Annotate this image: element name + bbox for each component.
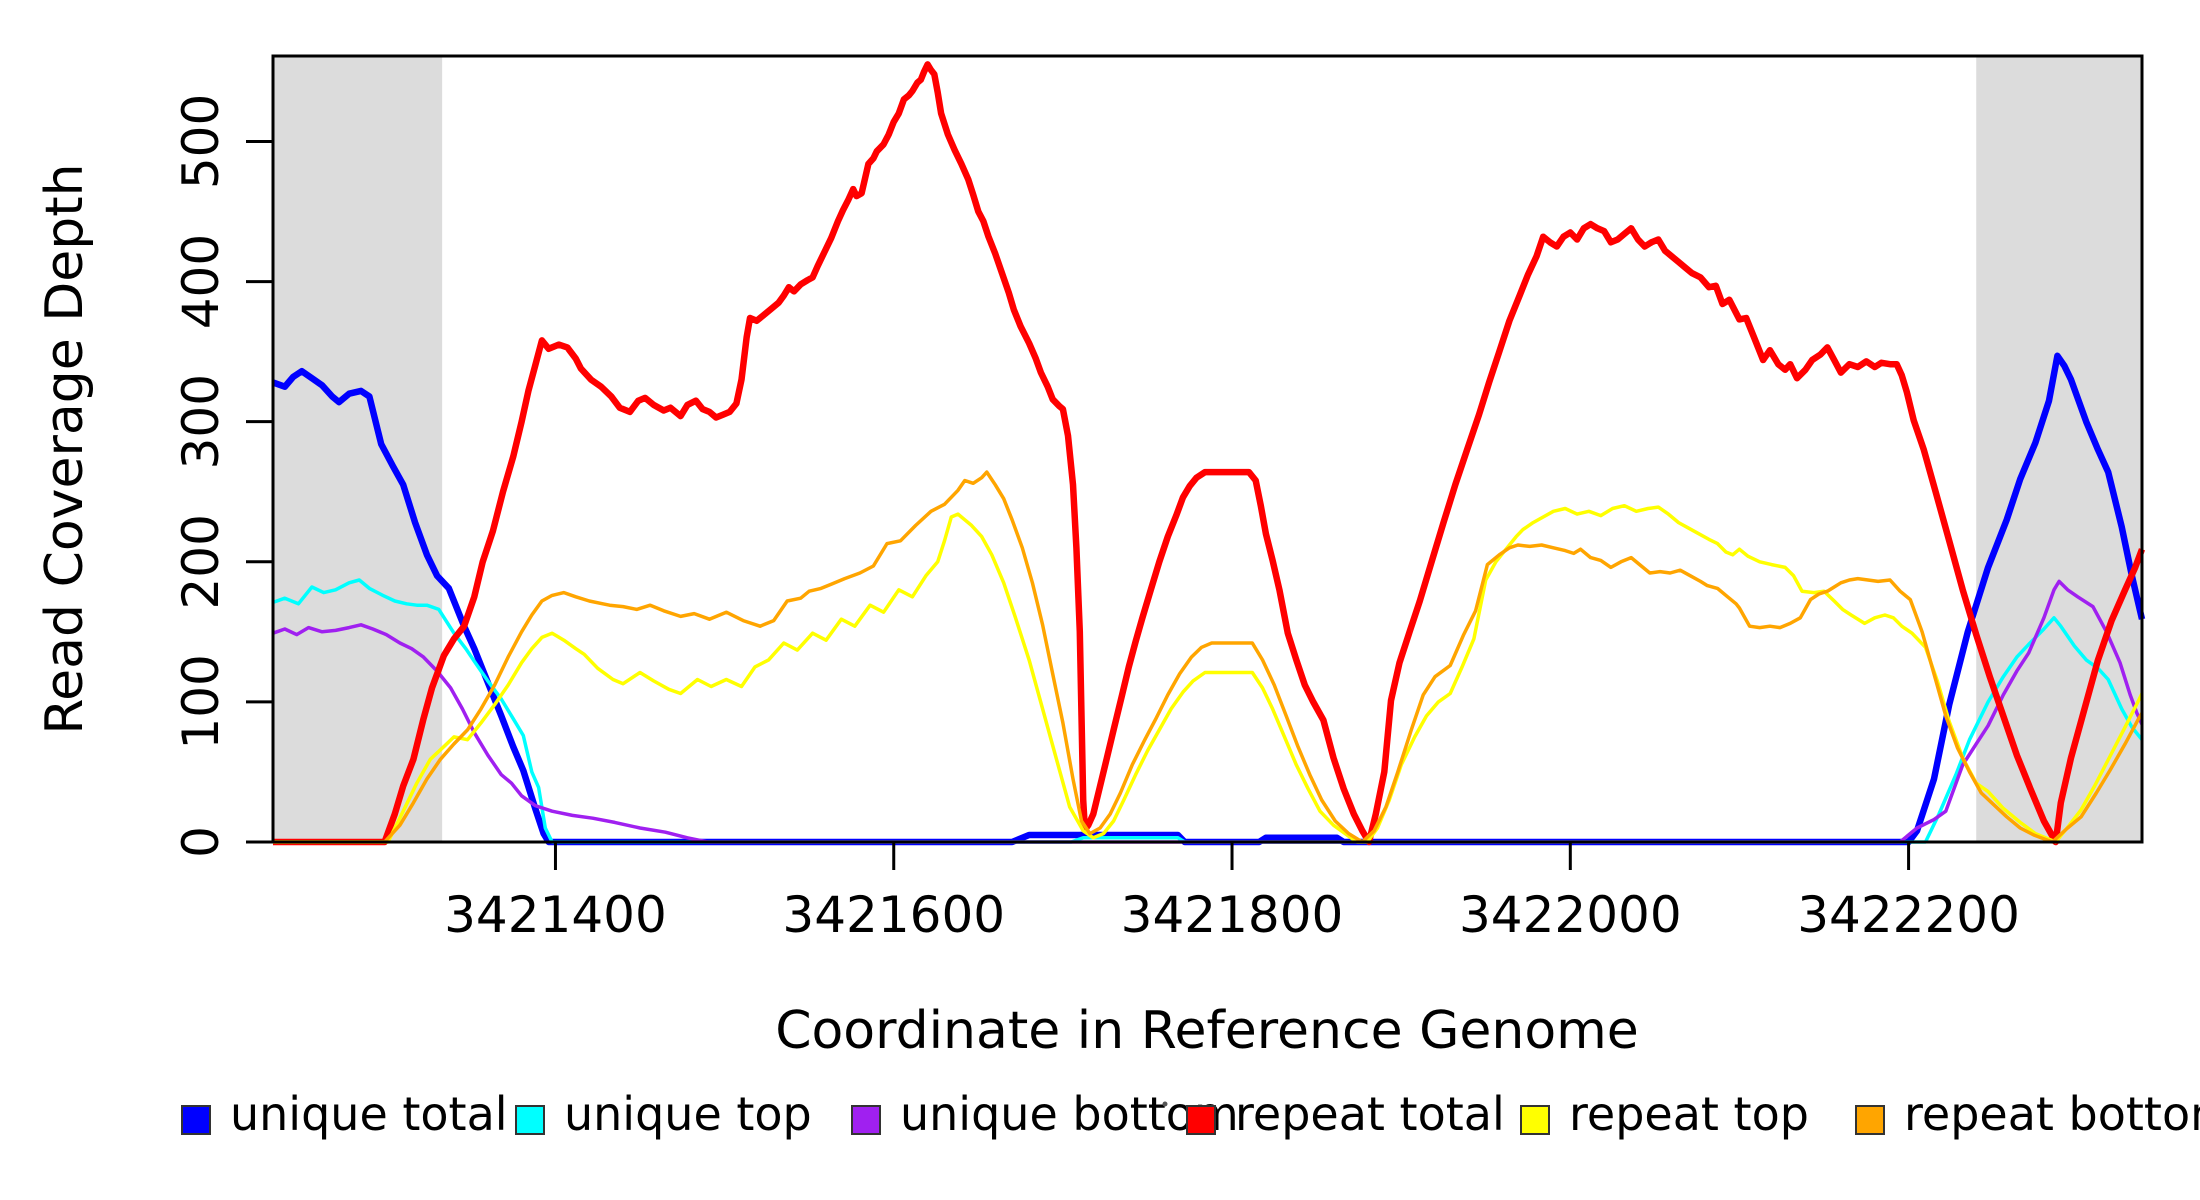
y-tick-label: 100 [172, 654, 230, 749]
x-tick-label: 3422000 [1459, 886, 1682, 944]
series-unique-bottom [272, 579, 2144, 844]
legend-item-label: unique top [564, 1087, 812, 1141]
plot-border [271, 54, 2144, 844]
legend-swatch-unique-total [181, 1105, 211, 1135]
y-tick-label: 200 [172, 514, 230, 609]
plot-area [273, 56, 2142, 842]
legend: unique total unique top unique bottomrepea… [181, 1087, 2200, 1141]
x-tick-label: 3421400 [444, 886, 667, 944]
y-tick-label: 400 [172, 234, 230, 329]
legend-swatch-repeat-top [1520, 1105, 1550, 1135]
legend-item-label: repeat top [1569, 1087, 1809, 1141]
plot-background-layer [273, 56, 2142, 842]
y-tick-label: 500 [172, 94, 230, 189]
legend-item-repeat-total: repeat total [1186, 1087, 1505, 1141]
x-tick-label: 3422200 [1797, 886, 2020, 944]
x-tick-label: 3421800 [1121, 886, 1344, 944]
legend-item-unique-top: unique top [515, 1087, 812, 1141]
legend-item-label: unique total [230, 1087, 508, 1141]
legend-swatch-unique-bottom [851, 1105, 881, 1135]
y-tick-label: 0 [172, 826, 230, 858]
series-repeat-bottom [273, 470, 2144, 844]
legend-swatch-repeat-bottom [1855, 1105, 1885, 1135]
legend-item-unique-total: unique total [181, 1087, 508, 1141]
legend-swatch-unique-top [515, 1105, 545, 1135]
series-repeat-top [273, 503, 2144, 844]
shaded-region-right [1976, 56, 2142, 842]
x-axis-title: Coordinate in Reference Genome [775, 1001, 1639, 1061]
y-tick-label: 300 [172, 374, 230, 469]
shaded-region-left [273, 56, 443, 842]
legend-item-label: unique bottom [900, 1087, 1239, 1141]
legend-item-label: repeat total [1235, 1087, 1505, 1141]
legend-item-label: repeat bottom [1904, 1087, 2200, 1141]
legend-item-unique-bottom: unique bottom [851, 1087, 1239, 1141]
axes-layer: 3421400 3421600 3421800 3422000 3422200 0 100 2… [172, 54, 2144, 944]
x-tick-label: 3421600 [782, 886, 1005, 944]
y-axis-title: Read Coverage Depth [35, 163, 95, 734]
legend-swatch-repeat-total [1186, 1105, 1216, 1135]
series-repeat-total [273, 61, 2146, 846]
legend-item-repeat-top: repeat top [1520, 1087, 1809, 1141]
legend-item-repeat-bottom: repeat bottom [1855, 1087, 2200, 1141]
stray-mark [1162, 1101, 1168, 1107]
